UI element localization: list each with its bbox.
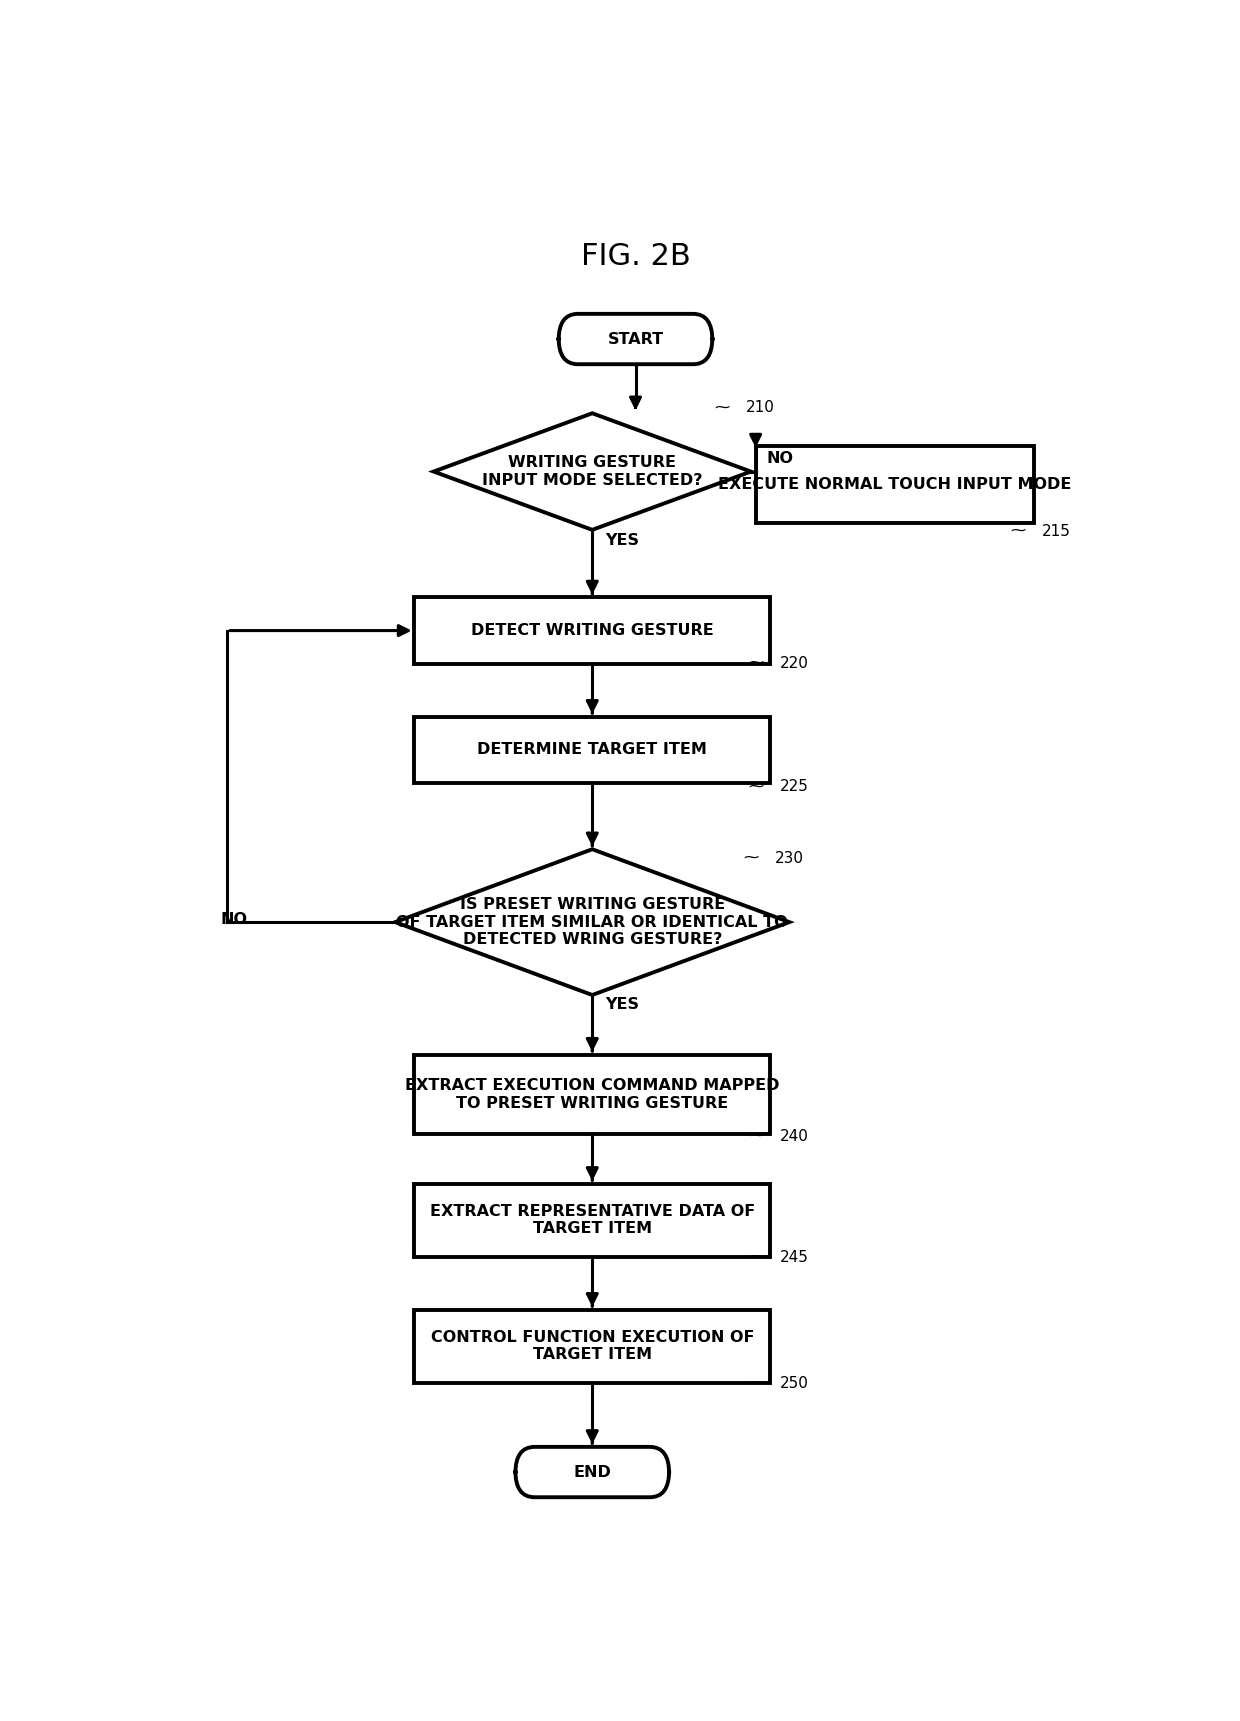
Text: ⁓: ⁓ — [743, 850, 759, 864]
Bar — [414, 1184, 770, 1256]
Text: YES: YES — [605, 534, 639, 547]
Text: ⁓: ⁓ — [1011, 523, 1025, 537]
Text: ⁓: ⁓ — [748, 778, 764, 793]
Text: DETECT WRITING GESTURE: DETECT WRITING GESTURE — [471, 623, 714, 638]
FancyBboxPatch shape — [516, 1447, 670, 1497]
Bar — [414, 597, 770, 664]
Text: ⁓: ⁓ — [748, 656, 764, 669]
Text: END: END — [573, 1465, 611, 1480]
Text: ⁓: ⁓ — [748, 1248, 764, 1263]
Text: EXECUTE NORMAL TOUCH INPUT MODE: EXECUTE NORMAL TOUCH INPUT MODE — [718, 477, 1071, 492]
Text: ⁓: ⁓ — [748, 1127, 764, 1143]
FancyBboxPatch shape — [558, 313, 712, 365]
Bar — [414, 1055, 770, 1134]
Polygon shape — [396, 848, 789, 995]
Polygon shape — [434, 413, 751, 530]
Text: 210: 210 — [746, 401, 775, 415]
Bar — [414, 1310, 770, 1382]
Text: NO: NO — [766, 451, 794, 466]
Text: WRITING GESTURE
INPUT MODE SELECTED?: WRITING GESTURE INPUT MODE SELECTED? — [482, 456, 703, 487]
Text: EXTRACT REPRESENTATIVE DATA OF
TARGET ITEM: EXTRACT REPRESENTATIVE DATA OF TARGET IT… — [429, 1205, 755, 1236]
Text: NO: NO — [221, 912, 247, 928]
Text: EXTRACT EXECUTION COMMAND MAPPED
TO PRESET WRITING GESTURE: EXTRACT EXECUTION COMMAND MAPPED TO PRES… — [405, 1077, 780, 1110]
Text: ⁓: ⁓ — [714, 399, 729, 415]
Text: 250: 250 — [780, 1375, 808, 1391]
Text: DETERMINE TARGET ITEM: DETERMINE TARGET ITEM — [477, 742, 707, 757]
Text: 225: 225 — [780, 780, 808, 795]
Text: 230: 230 — [775, 850, 804, 866]
Text: IS PRESET WRITING GESTURE
OF TARGET ITEM SIMILAR OR IDENTICAL TO
DETECTED WRING : IS PRESET WRITING GESTURE OF TARGET ITEM… — [397, 897, 789, 947]
Text: ⁓: ⁓ — [748, 1375, 764, 1389]
Text: START: START — [608, 332, 663, 346]
Bar — [755, 446, 1034, 523]
Text: FIG. 2B: FIG. 2B — [580, 243, 691, 272]
Text: 245: 245 — [780, 1249, 808, 1265]
Bar — [414, 716, 770, 783]
Text: 240: 240 — [780, 1129, 808, 1144]
Text: CONTROL FUNCTION EXECUTION OF
TARGET ITEM: CONTROL FUNCTION EXECUTION OF TARGET ITE… — [430, 1330, 754, 1363]
Text: 215: 215 — [1042, 523, 1071, 539]
Text: YES: YES — [605, 996, 639, 1012]
Text: 220: 220 — [780, 656, 808, 671]
